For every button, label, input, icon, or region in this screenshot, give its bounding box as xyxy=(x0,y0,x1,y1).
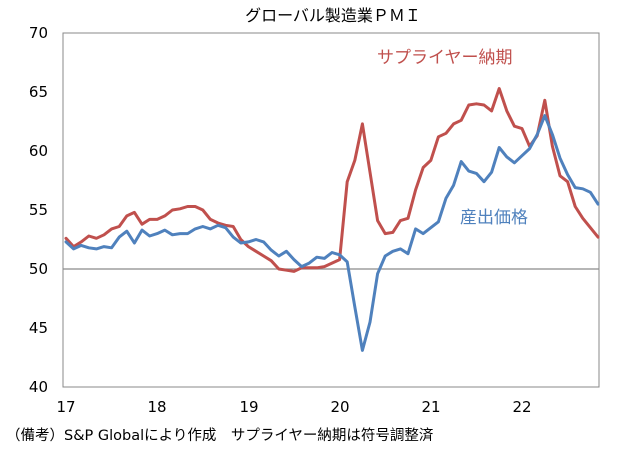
series-label-output-prices: 産出価格 xyxy=(460,208,528,228)
series-label-supplier-delivery: サプライヤー納期 xyxy=(377,48,513,68)
series-line-output-prices xyxy=(64,114,600,352)
series-line-supplier-delivery xyxy=(64,87,600,273)
y-tick-label: 70 xyxy=(29,24,48,42)
y-tick-label: 60 xyxy=(29,142,48,160)
x-tick-label: 22 xyxy=(512,398,531,416)
y-tick-label: 45 xyxy=(29,319,48,337)
source-note: （備考）S&P Globalにより作成 サプライヤー納期は符号調整済 xyxy=(6,427,434,444)
x-tick-label: 19 xyxy=(239,398,258,416)
y-tick-label: 55 xyxy=(29,201,48,219)
x-tick-label: 21 xyxy=(421,398,440,416)
x-tick-label: 18 xyxy=(147,398,166,416)
plot-area xyxy=(62,32,600,388)
y-axis: 40 45 50 55 60 65 70 xyxy=(29,24,48,396)
y-tick-label: 40 xyxy=(29,378,48,396)
chart-title: グローバル製造業ＰＭＩ xyxy=(245,6,421,25)
x-axis: 17 18 19 20 21 22 xyxy=(56,398,531,416)
x-tick-label: 17 xyxy=(56,398,75,416)
x-tick-label: 20 xyxy=(330,398,349,416)
y-tick-label: 65 xyxy=(29,83,48,101)
y-tick-label: 50 xyxy=(29,260,48,278)
